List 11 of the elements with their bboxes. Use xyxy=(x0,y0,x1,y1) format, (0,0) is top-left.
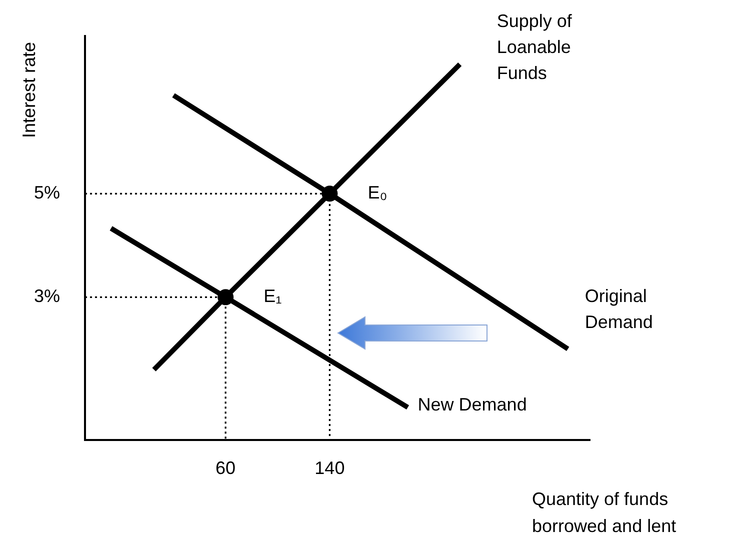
annotation: E₁ xyxy=(264,286,282,306)
x-axis-title: Quantity of funds borrowed and lent xyxy=(532,488,676,536)
series-label: New Demand xyxy=(418,394,527,414)
y-axis-title: Interest rate xyxy=(18,42,39,138)
series-label: Original Demand xyxy=(584,286,653,332)
x-tick-label: 140 xyxy=(314,458,345,478)
y-tick-label: 5% xyxy=(34,182,60,203)
text: Supply of Loanable Funds xyxy=(496,11,573,84)
annotation: E₀ xyxy=(368,182,388,203)
y-tick-label: 3% xyxy=(34,286,60,306)
x-tick-label: 60 xyxy=(216,458,236,478)
